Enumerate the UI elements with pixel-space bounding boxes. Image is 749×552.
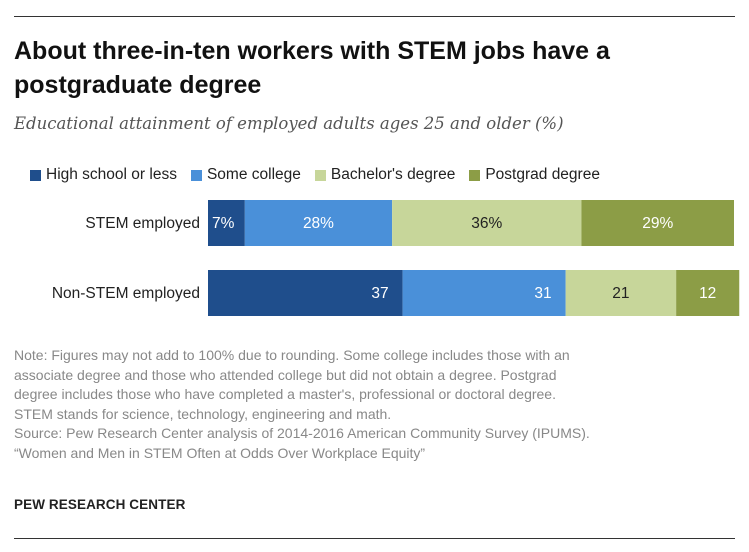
source-organization: PEW RESEARCH CENTER (14, 497, 186, 512)
stacked-bar-chart: STEM employed 7% 28% 36% 29% Non-STEM employe… (52, 200, 740, 316)
data-label: 21 (612, 285, 629, 302)
bar-segment (565, 270, 677, 316)
legend-swatch-bachelors (314, 169, 326, 181)
data-label: 37 (371, 285, 388, 302)
bar-segment (392, 200, 582, 246)
source-line: Source: Pew Research Center analysis of … (14, 425, 590, 442)
bar-segment (676, 270, 740, 316)
legend-label-high-school: High school or less (46, 166, 177, 183)
data-label: 28% (303, 215, 334, 232)
data-label: 12 (699, 285, 716, 302)
legend-label-some-college: Some college (206, 166, 301, 183)
legend-label-postgrad: Postgrad degree (485, 166, 600, 183)
data-label: 31 (534, 285, 551, 302)
legend-item-postgrad: Postgrad degree (469, 166, 600, 184)
legend-label-bachelors: Bachelor's degree (330, 166, 456, 183)
legend-item-high-school: High school or less (30, 166, 177, 184)
data-label: 29% (642, 215, 673, 232)
bar-segment (402, 270, 566, 316)
legend-item-bachelors: Bachelor's degree (314, 166, 456, 184)
report-title-line: “Women and Men in STEM Often at Odds Ove… (14, 444, 426, 461)
category-label: STEM employed (85, 215, 200, 232)
legend-item-some-college: Some college (190, 166, 301, 184)
bar-segment (244, 200, 393, 246)
category-label: Non-STEM employed (52, 285, 200, 302)
note-line: Note: Figures may not add to 100% due to… (14, 347, 570, 363)
top-rule (14, 16, 735, 17)
chart-note: Note: Figures may not add to 100% due to… (14, 346, 736, 464)
data-label: 36% (471, 215, 502, 232)
chart-subtitle: Educational attainment of employed adult… (14, 114, 564, 133)
bottom-rule (14, 538, 735, 539)
bar-segment (581, 200, 734, 246)
data-label: 7% (212, 215, 235, 232)
legend-swatch-postgrad (469, 169, 481, 181)
note-line: STEM stands for science, technology, eng… (14, 405, 392, 422)
chart-legend: High school or less Some college Bachelo… (30, 164, 614, 186)
bar-segment (208, 200, 245, 246)
note-line: degree includes those who have completed… (14, 386, 556, 403)
bar-segment (208, 270, 403, 316)
note-line: associate degree and those who attended … (14, 366, 557, 383)
legend-swatch-some-college (190, 169, 202, 181)
legend-swatch-high-school (30, 169, 41, 181)
chart-title: About three-in-ten workers with STEM job… (14, 37, 610, 99)
